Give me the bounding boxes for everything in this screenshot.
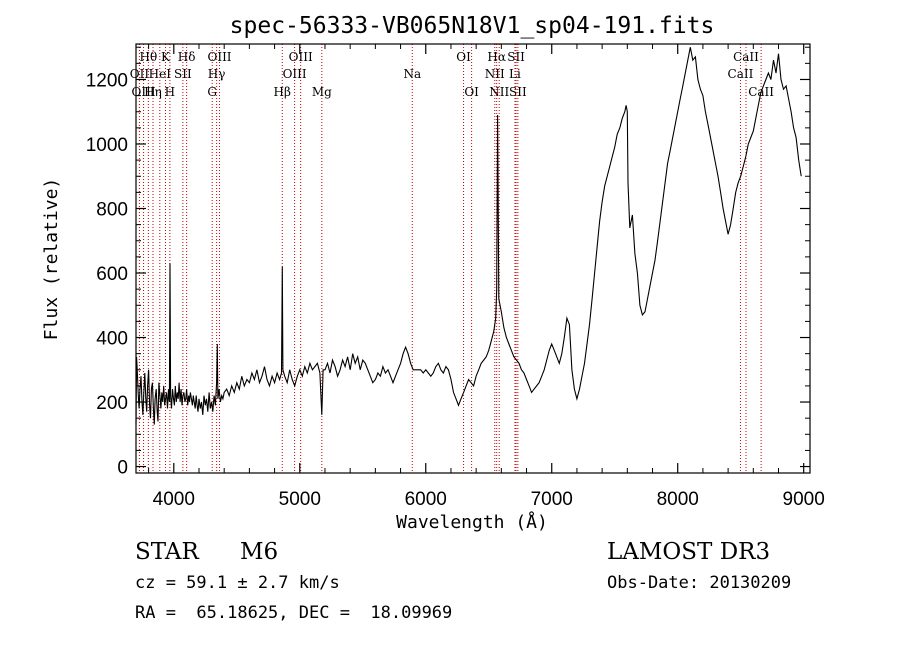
redshift-readout: cz = 59.1 ± 2.7 km/s xyxy=(135,573,340,593)
y-tick-label: 1000 xyxy=(86,135,128,156)
y-tick-label: 600 xyxy=(96,264,128,285)
y-tick-label: 1200 xyxy=(86,70,128,91)
line-label: SII xyxy=(507,50,525,64)
emission-line-markers xyxy=(138,44,762,473)
object-class: STAR xyxy=(135,539,199,565)
x-tick-label: 5000 xyxy=(279,489,321,510)
y-tick-label: 400 xyxy=(96,329,128,350)
y-tick-label: 200 xyxy=(96,393,128,414)
line-label: SII xyxy=(509,85,527,99)
line-label: NII xyxy=(485,67,505,81)
x-tick-label: 4000 xyxy=(153,489,195,510)
line-label: OI xyxy=(464,85,479,99)
x-axis-label: Wavelength (Å) xyxy=(396,511,548,533)
line-label: CaII xyxy=(733,50,759,64)
line-label: Mg xyxy=(312,85,332,99)
line-label: Hδ xyxy=(178,50,196,64)
plot-frame xyxy=(135,43,811,474)
x-tick-label: 8000 xyxy=(657,489,699,510)
y-axis-label: Flux (relative) xyxy=(41,178,62,341)
line-label: K xyxy=(161,50,171,64)
line-label: Li xyxy=(509,67,521,81)
line-label: Hη xyxy=(144,85,162,99)
y-axis: 0 200 400 600 800 1000 1200 xyxy=(86,46,810,479)
line-label: Hγ xyxy=(208,67,226,81)
line-label: OII xyxy=(130,67,150,81)
object-subclass: M6 xyxy=(240,539,279,565)
line-label: OI xyxy=(456,50,471,64)
line-label: NII xyxy=(489,85,509,99)
line-label: Hα xyxy=(487,50,506,64)
line-label: OIII xyxy=(283,67,307,81)
line-label: SII xyxy=(174,67,192,81)
x-tick-label: 7000 xyxy=(531,489,573,510)
obs-date: Obs-Date: 20130209 xyxy=(607,573,792,593)
coordinates: RA = 65.18625, DEC = 18.09969 xyxy=(135,603,453,623)
line-label: Hβ xyxy=(274,85,291,99)
spectrum-line xyxy=(135,47,802,425)
line-label: OIII xyxy=(289,50,313,64)
line-label: HeI xyxy=(149,67,172,81)
x-tick-label: 9000 xyxy=(783,489,825,510)
line-label: OIII xyxy=(207,50,231,64)
survey-name: LAMOST DR3 xyxy=(607,539,771,565)
x-axis: 4000 5000 6000 7000 8000 9000 xyxy=(148,44,825,510)
line-label: CaII xyxy=(728,67,754,81)
y-tick-label: 0 xyxy=(117,458,128,479)
line-label: Hθ xyxy=(139,50,157,64)
chart-title: spec-56333-VB065N18V1_sp04-191.fits xyxy=(230,13,715,39)
x-tick-label: 6000 xyxy=(405,489,447,510)
line-label: H xyxy=(165,85,175,99)
line-label: Na xyxy=(403,67,421,81)
y-tick-label: 800 xyxy=(96,200,128,221)
line-label: G xyxy=(207,85,217,99)
